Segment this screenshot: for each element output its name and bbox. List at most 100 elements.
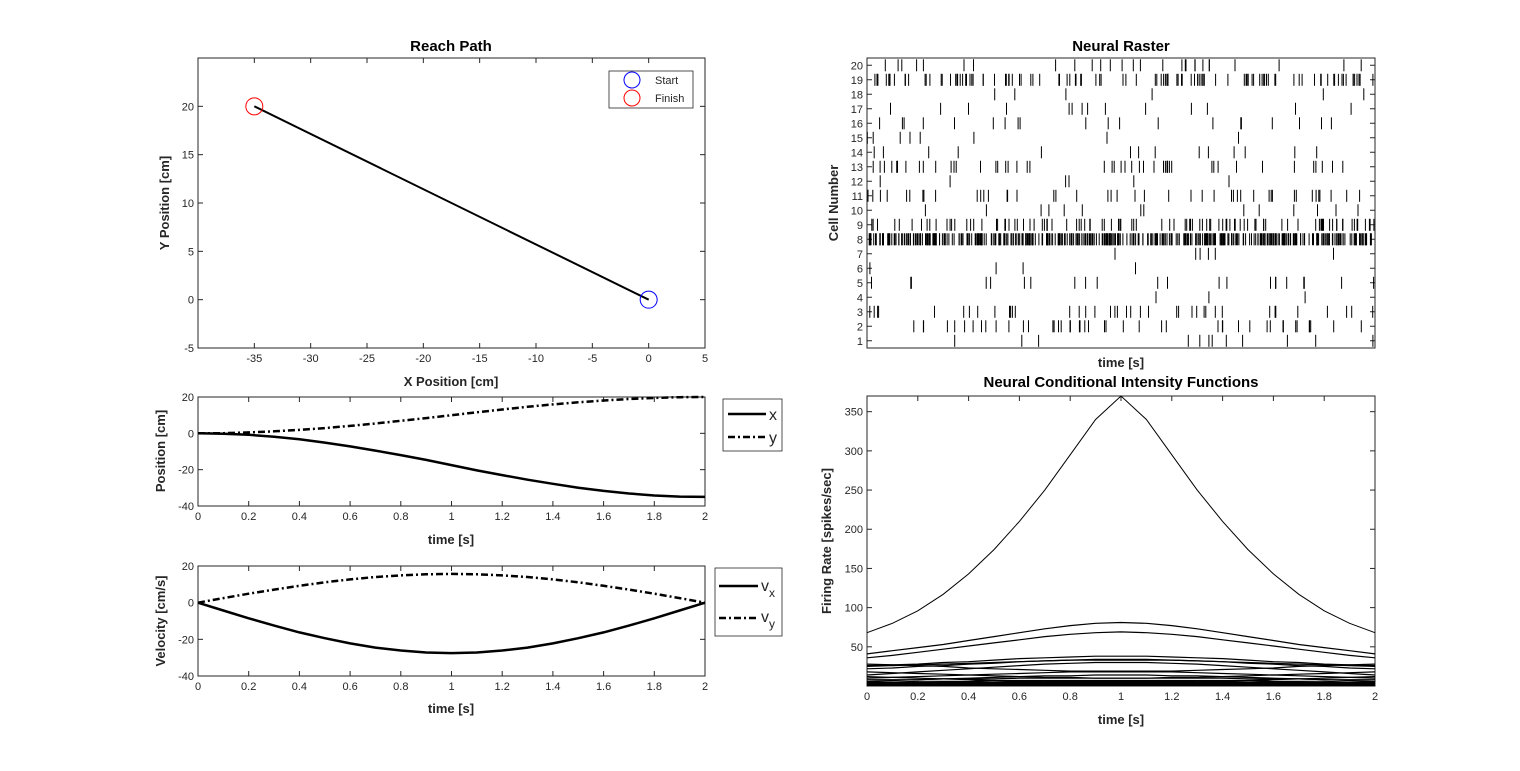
cif-low-curves-band [867, 682, 1375, 685]
y-tick-label: 12 [851, 176, 863, 188]
x-tick-label: -25 [359, 353, 375, 365]
y-tick-label: -20 [178, 634, 194, 646]
x-tick-label: 0.2 [241, 511, 256, 523]
reach-path-panel: Reach Path -35 -30 -25 -20 -15 -10 -5 0 5 -5 0 5 10 1… [157, 38, 708, 389]
y-tick-label: -20 [178, 465, 194, 477]
y-tick-label: 16 [851, 118, 863, 130]
x-tick-label: 1.4 [545, 681, 560, 693]
velocity-ticks: 0 0.2 0.4 0.6 0.8 1 1.2 1.4 1.6 1.8 2 -40 -20 0 20 [178, 561, 708, 693]
raster-title: Neural Raster [1072, 38, 1170, 55]
velocity-vy-line [197, 572, 706, 604]
x-tick-label: 0.4 [292, 511, 307, 523]
x-tick-label: -5 [587, 353, 597, 365]
y-tick-label: 10 [182, 198, 194, 210]
x-tick-label: 2 [702, 511, 708, 523]
y-tick-label: 11 [852, 191, 863, 203]
y-tick-label: 0 [188, 428, 194, 440]
position-panel: 0 0.2 0.4 0.6 0.8 1 1.2 1.4 1.6 1.8 2 -40 -20 0 20 tim… [153, 392, 783, 547]
velocity-data [197, 572, 706, 655]
velocity-ylabel: Velocity [cm/s] [153, 575, 168, 666]
cif-ticks: 0 0.2 0.4 0.6 0.8 1 1.2 1.4 1.6 1.8 25010015020025… [845, 396, 1378, 703]
raster-data [866, 59, 1375, 347]
legend-vx-label: vx [761, 578, 775, 600]
x-tick-label: 1 [448, 511, 454, 523]
velocity-legend: vx vy [714, 567, 783, 637]
x-tick-label: 0 [646, 353, 652, 365]
position-y-line [197, 395, 706, 435]
y-tick-label: 50 [851, 642, 863, 654]
velocity-axes [197, 565, 706, 677]
raster-axes [866, 57, 1376, 349]
x-tick-label: 0 [864, 691, 870, 703]
x-tick-label: 1.6 [1266, 691, 1281, 703]
x-tick-label: 1.6 [596, 681, 611, 693]
legend-x-label: x [769, 407, 777, 424]
cif-curve [866, 661, 1376, 676]
x-tick-label: 1.8 [1317, 691, 1332, 703]
x-tick-label: 0 [195, 511, 201, 523]
x-tick-label: 1 [1118, 691, 1124, 703]
y-tick-label: 2 [857, 321, 863, 333]
x-tick-label: 0.6 [1012, 691, 1027, 703]
cif-curve [866, 395, 1376, 634]
x-tick-label: 1.2 [495, 511, 510, 523]
y-tick-label: 20 [182, 101, 194, 113]
cif-axes [866, 395, 1376, 687]
x-tick-label: -10 [528, 353, 544, 365]
x-tick-label: 0.8 [393, 511, 408, 523]
y-tick-label: 20 [182, 561, 194, 573]
x-tick-label: -35 [246, 353, 262, 365]
cif-ylabel: Firing Rate [spikes/sec] [819, 468, 834, 614]
x-tick-label: 1.2 [1164, 691, 1179, 703]
reach-finish-marker [245, 97, 264, 116]
cif-curve [866, 663, 1376, 672]
x-tick-label: 0.4 [292, 681, 307, 693]
x-tick-label: -20 [415, 353, 431, 365]
x-tick-label: 5 [702, 353, 708, 365]
reach-path-title: Reach Path [410, 38, 492, 55]
legend-vy-base: v [761, 609, 769, 626]
x-tick-label: 1 [448, 681, 454, 693]
position-ylabel: Position [cm] [153, 410, 168, 492]
y-tick-label: 17 [851, 104, 863, 116]
x-tick-label: 1.2 [495, 681, 510, 693]
reach-path-ylabel: Y Position [cm] [157, 156, 172, 250]
legend-vy-label: vy [761, 609, 775, 631]
x-tick-label: -15 [472, 353, 488, 365]
velocity-vx-line [197, 601, 706, 655]
reach-path-line [253, 105, 650, 301]
y-tick-label: 150 [845, 563, 863, 575]
cif-data [866, 395, 1376, 687]
y-tick-label: 300 [845, 446, 863, 458]
reach-start-marker [639, 290, 658, 309]
legend-start-label: Start [655, 75, 678, 87]
x-tick-label: 1.8 [647, 511, 662, 523]
y-tick-label: 5 [857, 278, 863, 290]
x-tick-label: 1.4 [1215, 691, 1230, 703]
x-tick-label: 0.8 [1063, 691, 1078, 703]
y-tick-label: -5 [184, 343, 194, 355]
raster-ylabel: Cell Number [826, 165, 841, 242]
y-tick-label: 7 [857, 249, 863, 261]
x-tick-label: 2 [702, 681, 708, 693]
position-legend: x y [722, 398, 783, 452]
legend-finish-marker [623, 89, 641, 107]
cif-curve [866, 659, 1376, 667]
cif-curve [866, 631, 1376, 659]
cif-curve [866, 671, 1376, 679]
y-tick-label: 20 [851, 60, 863, 72]
position-axes [197, 396, 706, 507]
cif-curve [866, 655, 1376, 667]
x-tick-label: 1.8 [647, 681, 662, 693]
x-tick-label: 1.6 [596, 511, 611, 523]
raster-panel: Neural Raster 12345678910111213141516171… [826, 38, 1376, 370]
y-tick-label: -40 [178, 501, 194, 513]
y-tick-label: 4 [857, 292, 863, 304]
y-tick-label: 10 [851, 205, 863, 217]
y-tick-label: 15 [182, 150, 194, 162]
x-tick-label: 0.2 [241, 681, 256, 693]
y-tick-label: -40 [178, 671, 194, 683]
y-tick-label: 250 [845, 485, 863, 497]
x-tick-label: 0 [195, 681, 201, 693]
